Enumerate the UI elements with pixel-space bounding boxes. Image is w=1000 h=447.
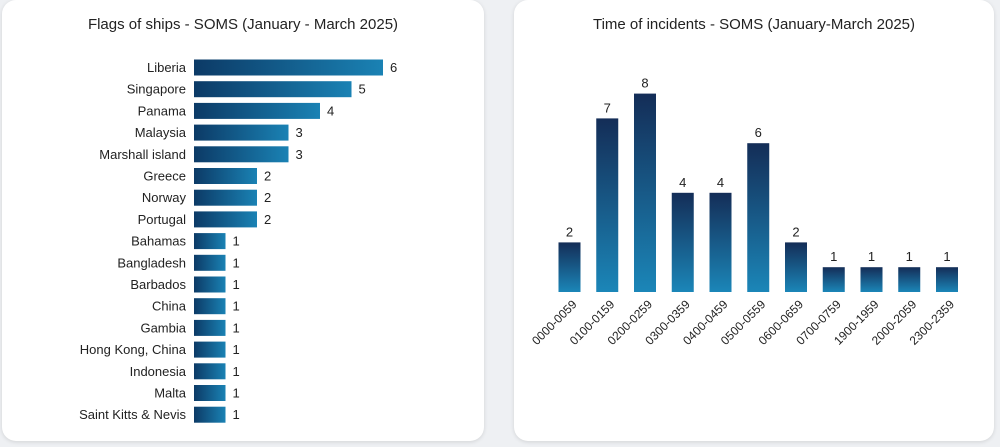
data-label-0700-0759: 1 — [830, 249, 837, 264]
bar-0300-0359 — [671, 192, 694, 292]
y-tick-label-bahamas: Bahamas — [131, 234, 186, 249]
y-tick-label-liberia: Liberia — [147, 60, 187, 75]
y-tick-label-panama: Panama — [138, 103, 187, 118]
data-label-bahamas: 1 — [233, 234, 240, 249]
bar-0400-0459 — [709, 192, 732, 292]
data-label-malta: 1 — [233, 386, 240, 401]
y-tick-label-singapore: Singapore — [127, 82, 186, 97]
data-label-saint-kitts-nevis: 1 — [233, 407, 240, 422]
y-tick-label-gambia: Gambia — [140, 320, 186, 335]
y-tick-label-saint-kitts-nevis: Saint Kitts & Nevis — [79, 407, 186, 422]
data-label-china: 1 — [233, 299, 240, 314]
y-tick-label-portugal: Portugal — [138, 212, 187, 227]
y-tick-label-barbados: Barbados — [130, 277, 186, 292]
y-tick-label-hong-kong-china: Hong Kong, China — [80, 342, 187, 357]
y-tick-label-marshall-island: Marshall island — [99, 147, 186, 162]
bar-bangladesh — [194, 254, 226, 271]
data-label-0600-0659: 2 — [792, 224, 799, 239]
data-label-barbados: 1 — [233, 277, 240, 292]
bar-indonesia — [194, 363, 226, 380]
data-label-2300-2359: 1 — [943, 249, 950, 264]
bar-2300-2359 — [936, 267, 958, 292]
data-label-portugal: 2 — [264, 212, 271, 227]
data-label-0000-0059: 2 — [566, 224, 573, 239]
y-tick-label-greece: Greece — [143, 169, 186, 184]
bar-0500-0559 — [747, 143, 770, 292]
bar-greece — [194, 168, 257, 184]
data-label-bangladesh: 1 — [233, 255, 240, 270]
y-tick-label-china: China — [152, 299, 187, 314]
bar-0000-0059 — [558, 242, 581, 292]
y-tick-label-norway: Norway — [142, 190, 187, 205]
data-label-0500-0559: 6 — [755, 125, 762, 140]
bar-malaysia — [194, 124, 289, 141]
bar-portugal — [194, 211, 257, 228]
data-label-liberia: 6 — [390, 60, 397, 75]
y-tick-label-malaysia: Malaysia — [135, 125, 187, 140]
data-label-malaysia: 3 — [296, 125, 303, 140]
y-tick-label-bangladesh: Bangladesh — [117, 255, 186, 270]
bar-barbados — [194, 276, 226, 293]
bar-panama — [194, 102, 320, 119]
bar-norway — [194, 189, 257, 206]
bar-0700-0759 — [822, 267, 845, 292]
data-label-hong-kong-china: 1 — [233, 342, 240, 357]
bar-saint-kitts-nevis — [194, 406, 226, 423]
flags-chart-title: Flags of ships - SOMS (January - March 2… — [87, 16, 399, 33]
flags-bar-chart: Liberia 6 Singapore 5 Panama 4 Malaysia 3 Marsha… — [79, 59, 397, 423]
bar-bahamas — [194, 233, 226, 250]
bar-malta — [194, 385, 226, 401]
bar-0100-0159 — [596, 118, 619, 293]
bar-china — [194, 298, 226, 315]
bar-0600-0659 — [785, 242, 807, 292]
data-label-2000-2059: 1 — [906, 249, 913, 264]
bar-marshall-island — [194, 146, 289, 163]
data-label-gambia: 1 — [233, 320, 240, 335]
data-label-indonesia: 1 — [233, 364, 240, 379]
y-tick-label-malta: Malta — [154, 386, 187, 401]
bar-1900-1959 — [860, 267, 883, 292]
bar-hong-kong-china — [194, 341, 226, 358]
data-label-greece: 2 — [264, 169, 271, 184]
bar-gambia — [194, 319, 226, 336]
time-chart-panel: Time of incidents - SOMS (January-March … — [514, 0, 994, 441]
data-label-0100-0159: 7 — [604, 100, 611, 115]
bar-2000-2059 — [898, 267, 921, 292]
time-chart-title: Time of incidents - SOMS (January-March … — [592, 16, 916, 33]
time-bar-chart: 20000-005970100-015980200-025940300-0359… — [529, 76, 958, 348]
bar-singapore — [194, 81, 352, 98]
data-label-singapore: 5 — [359, 82, 366, 97]
bar-0200-0259 — [634, 93, 656, 292]
data-label-1900-1959: 1 — [868, 249, 875, 264]
y-tick-label-indonesia: Indonesia — [130, 364, 187, 379]
flags-chart-panel: Flags of ships - SOMS (January - March 2… — [2, 0, 484, 441]
data-label-norway: 2 — [264, 190, 271, 205]
data-label-0400-0459: 4 — [717, 175, 724, 190]
bar-liberia — [194, 59, 383, 76]
data-label-0200-0259: 8 — [641, 76, 648, 91]
data-label-0300-0359: 4 — [679, 175, 686, 190]
data-label-marshall-island: 3 — [296, 147, 303, 162]
data-label-panama: 4 — [327, 103, 334, 118]
